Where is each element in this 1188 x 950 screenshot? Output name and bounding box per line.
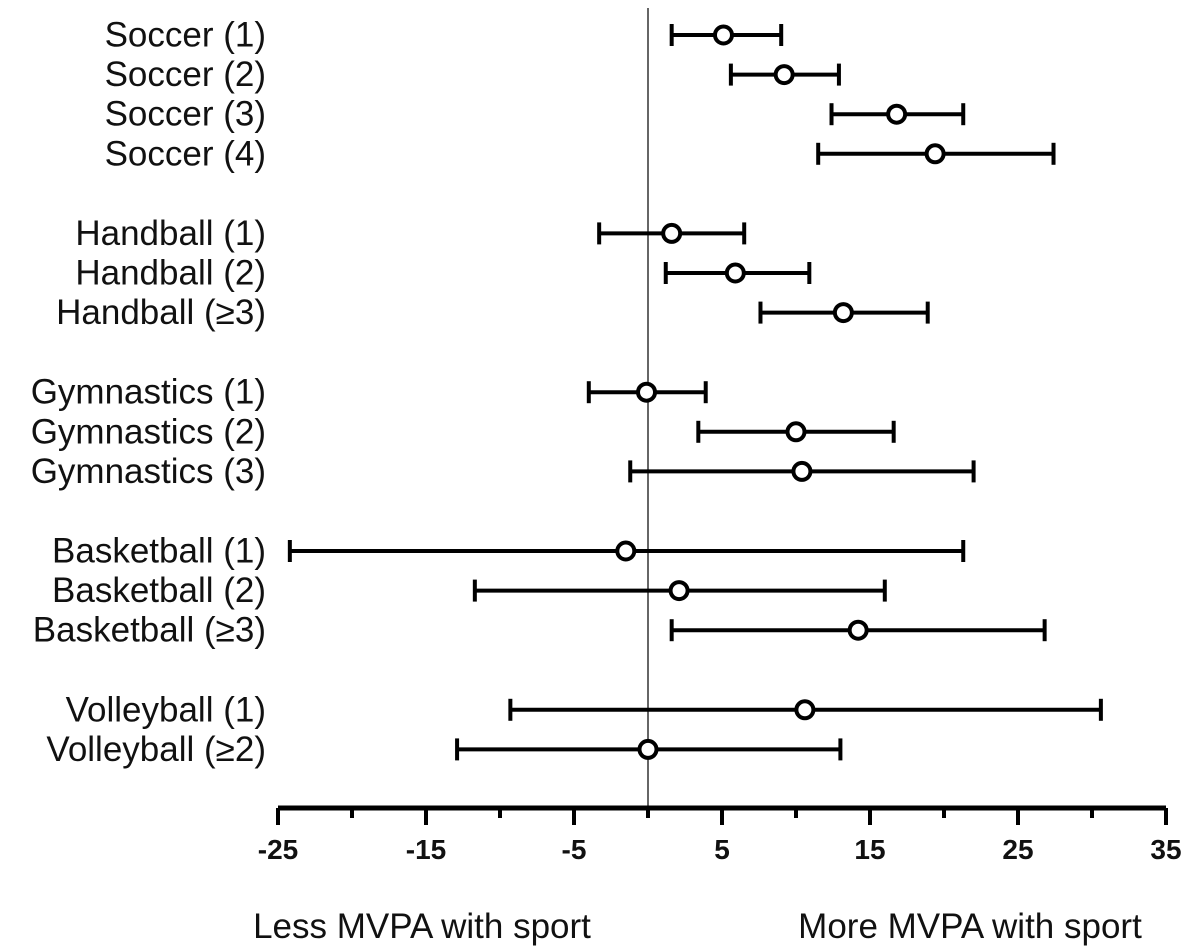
- forest-row: Handball (2): [75, 254, 812, 293]
- row-label: Volleyball (≥2): [46, 730, 266, 769]
- point-estimate: [794, 699, 816, 721]
- x-tick-label: -5: [562, 834, 587, 865]
- row-label: Soccer (3): [105, 95, 266, 134]
- forest-row: Gymnastics (1): [31, 373, 708, 412]
- forest-row: Volleyball (1): [66, 690, 1103, 729]
- rows-layer: Soccer (1)Soccer (2)Soccer (3)Soccer (4)…: [31, 16, 1103, 769]
- row-label: Gymnastics (2): [31, 412, 266, 451]
- x-tick-label: 35: [1150, 834, 1181, 865]
- forest-row: Soccer (3): [105, 95, 966, 134]
- point-estimate: [886, 103, 908, 125]
- point-estimate: [773, 64, 795, 86]
- forest-row: Gymnastics (2): [31, 412, 896, 451]
- footer-left-label: Less MVPA with sport: [253, 907, 591, 946]
- point-estimate: [724, 262, 746, 284]
- row-label: Gymnastics (1): [31, 373, 266, 412]
- forest-row: Basketball (2): [52, 571, 887, 610]
- forest-row: Soccer (4): [105, 134, 1056, 173]
- point-estimate: [785, 421, 807, 443]
- row-label: Soccer (1): [105, 16, 266, 55]
- forest-row: Soccer (2): [105, 55, 841, 94]
- row-label: Handball (≥3): [56, 293, 266, 332]
- forest-row: Soccer (1): [105, 16, 784, 55]
- x-tick-label: -25: [258, 834, 298, 865]
- footer-right-label: More MVPA with sport: [798, 907, 1142, 946]
- row-label: Basketball (1): [52, 532, 266, 571]
- row-label: Soccer (4): [105, 134, 266, 173]
- point-estimate: [712, 24, 734, 46]
- point-estimate: [661, 222, 683, 244]
- x-tick-label: -15: [406, 834, 446, 865]
- row-label: Handball (2): [75, 254, 266, 293]
- point-estimate: [637, 738, 659, 760]
- row-label: Gymnastics (3): [31, 452, 266, 491]
- x-tick-label: 25: [1002, 834, 1033, 865]
- point-estimate: [791, 460, 813, 482]
- row-label: Soccer (2): [105, 55, 266, 94]
- forest-row: Gymnastics (3): [31, 452, 976, 491]
- point-estimate: [832, 302, 854, 324]
- row-label: Volleyball (1): [66, 690, 266, 729]
- forest-row: Handball (1): [75, 214, 747, 253]
- x-tick-label: 15: [854, 834, 885, 865]
- row-label: Basketball (2): [52, 571, 266, 610]
- row-label: Basketball (≥3): [33, 611, 266, 650]
- x-axis: -25 -15 -5 5 15 25 35: [258, 805, 1182, 865]
- point-estimate: [924, 143, 946, 165]
- row-label: Handball (1): [75, 214, 266, 253]
- x-tick-label: 5: [714, 834, 730, 865]
- point-estimate: [636, 381, 658, 403]
- forest-row: Basketball (1): [52, 532, 966, 571]
- forest-row: Handball (≥3): [56, 293, 930, 332]
- point-estimate: [847, 619, 869, 641]
- point-estimate: [668, 580, 690, 602]
- forest-row: Volleyball (≥2): [46, 730, 843, 769]
- point-estimate: [615, 540, 637, 562]
- forest-row: Basketball (≥3): [33, 611, 1047, 650]
